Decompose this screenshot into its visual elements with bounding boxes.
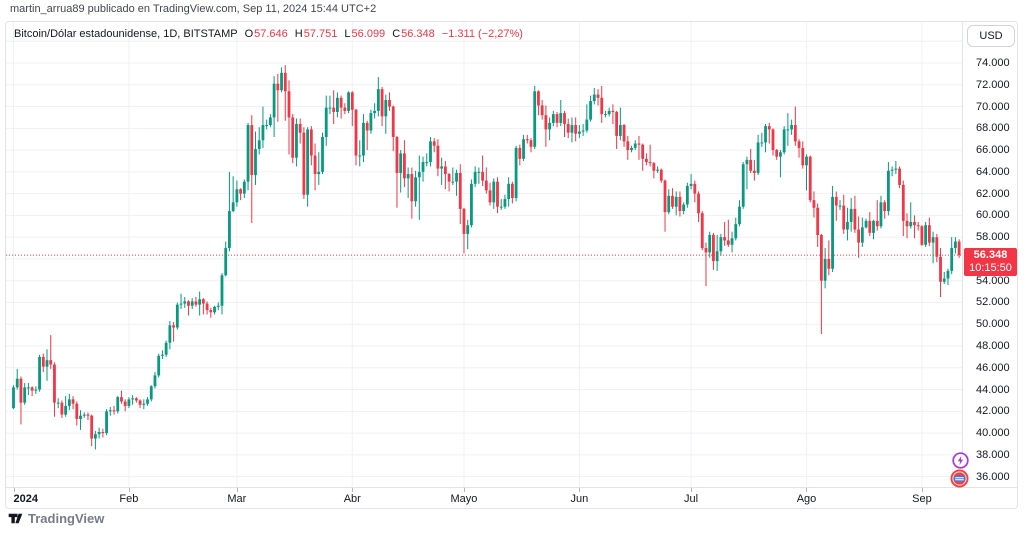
- tradingview-logo[interactable]: TradingView: [8, 511, 104, 526]
- price-axis-label: 52.000: [976, 296, 1010, 309]
- lightning-icon[interactable]: [952, 452, 969, 469]
- time-axis-label: Abr: [343, 493, 361, 505]
- price-axis-label: 48.000: [976, 340, 1010, 352]
- time-axis-tick: [921, 488, 923, 492]
- price-axis-label: 66.000: [976, 144, 1010, 157]
- attribution-text: martin_arrua89 publicado en TradingView.…: [10, 3, 377, 15]
- price-axis-label: 42.000: [976, 405, 1010, 418]
- time-axis-label: Sep: [912, 493, 932, 505]
- time-axis-tick: [691, 488, 693, 492]
- time-axis-tick: [579, 488, 581, 492]
- price-axis-label: 70.000: [976, 100, 1010, 113]
- time-axis-tick: [13, 488, 15, 492]
- bar-countdown: 10:15:50: [969, 262, 1012, 275]
- price-axis-label: 40.000: [976, 427, 1010, 440]
- last-price-value: 56.348: [973, 249, 1008, 262]
- price-axis[interactable]: USD 56.348 10:15:50 76.00074.00072.00070…: [962, 22, 1017, 487]
- currency-button[interactable]: USD: [967, 25, 1015, 47]
- close-value: 56.348: [401, 28, 435, 40]
- high-value: 57.751: [303, 28, 338, 40]
- close-label: C: [392, 28, 401, 40]
- low-value: 56.099: [351, 28, 386, 40]
- last-price-label: 56.348 10:15:50: [964, 248, 1017, 277]
- time-axis-label: Ago: [796, 493, 817, 505]
- high-label: H: [294, 28, 303, 40]
- open-label: O: [244, 28, 254, 40]
- price-axis-label: 74.000: [976, 57, 1010, 69]
- time-axis-tick: [128, 488, 130, 492]
- price-axis-label: 54.000: [976, 274, 1010, 287]
- time-axis-label: 2024: [13, 493, 38, 505]
- time-axis-label: Feb: [119, 493, 139, 505]
- price-axis-label: 46.000: [976, 361, 1010, 374]
- open-value: 57.646: [254, 28, 288, 40]
- symbol-title[interactable]: Bitcoin/Dólar estadounidense, 1D, BITSTA…: [14, 28, 238, 40]
- price-axis-label: 58.000: [976, 231, 1010, 244]
- price-axis-label: 38.000: [976, 448, 1010, 461]
- chart-widget: Bitcoin/Dólar estadounidense, 1D, BITSTA…: [5, 21, 1018, 509]
- chart-legend[interactable]: Bitcoin/Dólar estadounidense, 1D, BITSTA…: [14, 28, 523, 40]
- price-axis-label: 68.000: [976, 122, 1010, 135]
- price-chart-canvas[interactable]: [6, 22, 962, 487]
- time-axis-label: Mar: [227, 493, 247, 505]
- change-value: −1.311 (−2,27%): [441, 28, 523, 40]
- tradingview-icon: [8, 513, 23, 524]
- price-axis-label: 50.000: [976, 318, 1010, 331]
- time-axis-tick: [463, 488, 465, 492]
- price-axis-label: 60.000: [976, 209, 1010, 222]
- price-axis-label: 44.000: [976, 383, 1010, 396]
- time-axis-tick: [352, 488, 354, 492]
- price-axis-label: 62.000: [976, 187, 1010, 200]
- time-axis-label: Jul: [684, 493, 699, 505]
- time-axis-tick: [806, 488, 808, 492]
- price-axis-label: 64.000: [976, 165, 1010, 178]
- low-label: L: [344, 28, 351, 40]
- time-axis-tick: [236, 488, 238, 492]
- time-axis[interactable]: 2024 Feb Mar Abr Mayo Jun Jul Ago Sep: [6, 487, 1017, 508]
- emoji-badge-icon[interactable]: [950, 469, 969, 488]
- time-axis-label: Mayo: [450, 493, 478, 505]
- tradingview-logo-text: TradingView: [28, 511, 105, 526]
- time-axis-label: Jun: [570, 493, 589, 505]
- price-axis-label: 72.000: [976, 78, 1010, 91]
- price-axis-label: 36.000: [976, 470, 1010, 483]
